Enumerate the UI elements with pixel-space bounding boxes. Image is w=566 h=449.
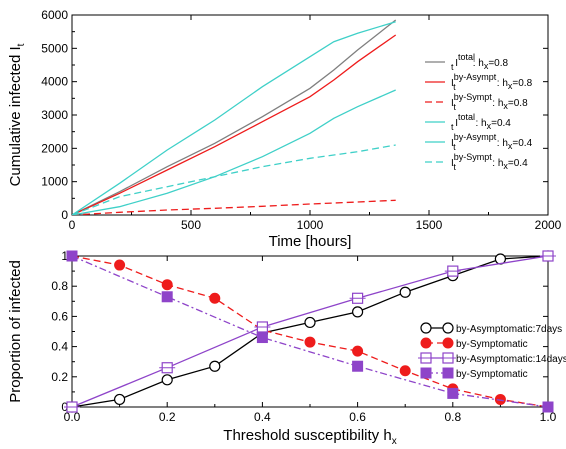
legend-marker xyxy=(420,322,432,334)
y-tick-label: 5000 xyxy=(41,41,68,55)
y-tick-label: 0.6 xyxy=(51,309,68,323)
y-axis-label: Proportion of infected xyxy=(7,260,24,403)
series-3-point xyxy=(66,250,78,262)
legend-label: Iby-Sympt t : hx=0.8 xyxy=(451,92,528,112)
legend-label: Iby-Sympt t : hx=0.4 xyxy=(451,152,528,172)
x-tick-label: 0.2 xyxy=(159,410,176,424)
series-1-point xyxy=(304,336,316,348)
legend-marker xyxy=(420,367,432,379)
x-axis-label: Threshold susceptibility hx xyxy=(223,427,396,447)
y-tick-label: 0.8 xyxy=(51,279,68,293)
series-line-3 xyxy=(72,256,548,407)
x-tick-label: 1000 xyxy=(297,218,324,232)
series-0-point xyxy=(399,286,411,298)
legend-label: by-Symptomatic xyxy=(456,369,528,380)
series-3-point xyxy=(447,387,459,399)
x-tick-label: 0.0 xyxy=(64,410,81,424)
legend-label: by-Asymptomatic:14days xyxy=(456,354,566,365)
x-tick-label: 0 xyxy=(69,218,76,232)
legend-label: by-Asymptomatic:7days xyxy=(456,324,562,335)
series-line-1 xyxy=(72,34,397,215)
series-0-point xyxy=(304,316,316,329)
legend-label: Itotal t: hx=0.8 xyxy=(451,52,509,72)
series-0-point xyxy=(161,374,173,386)
series-0-point xyxy=(113,393,126,406)
x-tick-label: 1500 xyxy=(416,218,443,232)
x-tick-label: 500 xyxy=(181,218,201,232)
series-1-point xyxy=(209,292,221,304)
series-1-point xyxy=(114,259,126,271)
legend-label: Iby-Asympt t : hx=0.4 xyxy=(451,132,533,152)
series-1-point xyxy=(161,279,173,291)
y-tick-label: 0 xyxy=(61,208,68,222)
y-tick-label: 4000 xyxy=(41,75,68,89)
series-1-point xyxy=(399,365,411,377)
legend-marker xyxy=(442,367,454,379)
legend-marker xyxy=(442,337,454,349)
series-3-point xyxy=(161,291,173,303)
series-3-point xyxy=(256,332,268,344)
bottom-chart: 0.0 0.2 0.4 0.6 0.8 1.000.20.40.60.81Threshol… xyxy=(7,249,566,447)
y-tick-label: 6000 xyxy=(41,8,68,22)
x-tick-label: 0.6 xyxy=(349,410,366,424)
series-0-point xyxy=(352,306,364,318)
y-tick-label: 0.2 xyxy=(51,370,68,384)
legend-label: Itotal t : hx=0.4 xyxy=(451,112,511,132)
x-tick-label: 0.4 xyxy=(254,410,271,424)
series-line-4 xyxy=(72,89,396,215)
legend-marker xyxy=(442,322,454,334)
y-axis-label: Cumulative infected It xyxy=(7,43,27,186)
x-tick-label: 0.8 xyxy=(444,410,461,424)
series-1-point xyxy=(494,393,506,405)
x-axis-label: Time [hours] xyxy=(269,233,352,250)
legend-marker xyxy=(420,337,432,349)
series-3-point xyxy=(352,360,364,372)
y-tick-label: 3000 xyxy=(41,108,68,122)
y-tick-label: 1 xyxy=(61,249,68,263)
series-1-point xyxy=(352,345,364,357)
series-3-point xyxy=(542,401,554,413)
top-chart: 0 500 1000 1500 2000 0 1000 2000 3000 4000 5000 600… xyxy=(7,8,562,250)
series-0-point xyxy=(209,360,221,372)
series-line-3 xyxy=(72,21,396,215)
legend-label: Iby-Asympt t : hx=0.8 xyxy=(451,72,533,92)
series-line-2 xyxy=(72,199,396,215)
legend-label: by-Symptomatic xyxy=(456,339,528,350)
x-tick-label: 2000 xyxy=(535,218,562,232)
series-line-0 xyxy=(72,19,397,215)
x-tick-label: 1.0 xyxy=(540,410,557,424)
y-tick-label: 1000 xyxy=(41,175,68,189)
y-tick-label: 0.4 xyxy=(51,340,68,354)
series-line-2 xyxy=(72,256,548,407)
y-tick-label: 2000 xyxy=(41,141,68,155)
series-line-5 xyxy=(72,144,396,215)
plot-frame xyxy=(71,14,549,216)
